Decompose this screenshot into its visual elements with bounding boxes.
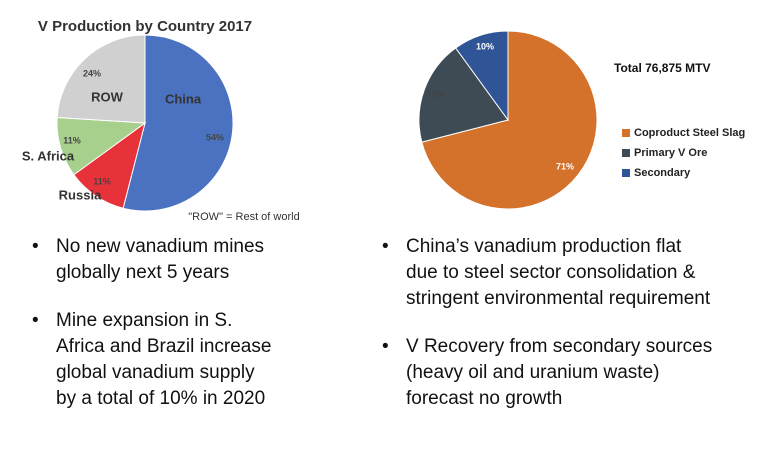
bullet: China’s vanadium production flat due to …	[378, 234, 718, 312]
pie-slice	[122, 34, 234, 212]
bullet-list: No new vanadium mines globally next 5 ye…	[28, 234, 278, 412]
legend-label: Primary V Ore	[634, 147, 707, 159]
value-label: 54%	[206, 132, 224, 142]
charts: 54% 11% 11% 24% China Russia S. Africa ROW V Pro…	[22, 18, 745, 223]
annotation: "ROW" = Rest of world	[188, 211, 299, 223]
value-label: 11%	[93, 176, 111, 186]
legend-label: Secondary	[634, 167, 691, 179]
annotation: Total 76,875 MTV	[614, 61, 710, 75]
right-bullets: China’s vanadium production flat due to …	[378, 234, 718, 434]
value-label: 10%	[476, 41, 494, 51]
category-label: Russia	[59, 187, 102, 202]
value-label: 19%	[427, 89, 445, 99]
chart-title: V Production by Country 2017	[38, 18, 252, 35]
category-label: China	[165, 91, 202, 106]
pie-slice	[418, 47, 509, 143]
value-label: 71%	[556, 161, 574, 171]
legend-swatch	[622, 169, 630, 177]
category-label: S. Africa	[22, 148, 75, 163]
legend-label: Coproduct Steel Slag	[634, 127, 745, 139]
pie-slice	[56, 34, 146, 124]
pie-slice	[454, 30, 509, 122]
left-bullets: No new vanadium mines globally next 5 ye…	[28, 234, 278, 434]
category-label: ROW	[91, 89, 124, 104]
bullet: No new vanadium mines globally next 5 ye…	[28, 234, 278, 286]
bullet: V Recovery from secondary sources (heavy…	[378, 334, 718, 412]
bullet: Mine expansion in S. Africa and Brazil i…	[28, 308, 278, 412]
value-label: 11%	[63, 135, 81, 145]
value-label: 24%	[83, 68, 101, 78]
pie-slice	[421, 30, 598, 210]
bullet-list: China’s vanadium production flat due to …	[378, 234, 718, 412]
legend-swatch	[622, 149, 630, 157]
legend-swatch	[622, 129, 630, 137]
